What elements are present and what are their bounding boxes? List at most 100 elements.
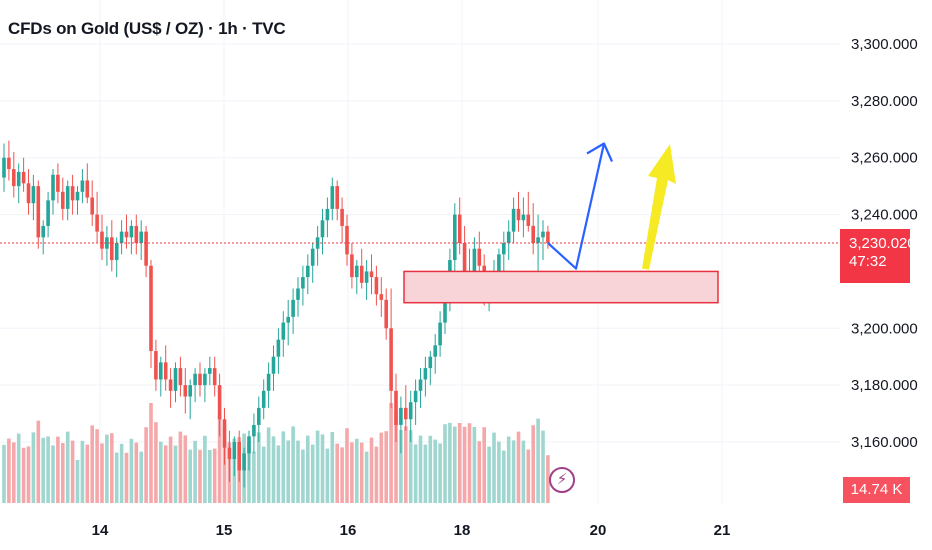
time-tick-label: 20 [590,522,607,539]
candle-body [306,265,310,278]
candle-body [477,248,482,266]
yellow-arrow-shape [642,144,676,270]
candle-body [345,225,349,255]
yellow-projection-arrow[interactable] [642,144,676,270]
candle-body [296,288,300,300]
candle-body [355,265,359,278]
volume-bar [296,440,300,503]
volume-bar [266,427,271,503]
candle-body [526,214,531,226]
bar-countdown: 47:32 [849,253,887,270]
time-tick-label: 14 [92,522,109,539]
volume-bar [252,451,256,503]
volume-bar [492,432,496,503]
volume-bar [497,441,501,503]
volume-bar [124,452,129,503]
candle-body [261,390,266,408]
volume-bar [46,436,50,503]
candle-body [364,271,369,283]
candle-body [291,299,295,317]
candle-body [320,220,325,238]
candle-body [257,407,261,425]
volume-bar [379,432,384,503]
volume-bar [364,451,369,503]
volume-bar [546,455,550,503]
volume-bar [208,450,212,503]
candle-body [144,231,148,266]
volume-bar [12,442,16,503]
candle-body [56,174,60,192]
volume-bar [345,428,349,503]
volume-bar [389,403,393,503]
volume-bar [369,437,374,503]
candle-body [90,197,94,215]
volume-bar [472,427,477,503]
price-tick-label: 3,180.000 [851,377,918,394]
last-price-label: 3,230.020 47:32 [840,229,916,283]
price-tick-label: 3,160.000 [851,434,918,451]
candle-body [188,385,192,397]
candle-body [36,186,41,238]
volume-bar [217,413,222,503]
volume-bar [159,441,163,503]
time-tick-label: 21 [714,522,731,539]
volume-bar [21,447,26,503]
candle-body [340,208,344,226]
volume-bar [315,430,320,503]
blue-arrow-path [547,143,606,270]
candle-body [80,180,85,192]
candle-body [399,407,403,425]
candle-body [443,294,447,323]
volume-bar [212,448,217,503]
candle-body [350,254,354,278]
volume-bar [183,435,188,503]
volume-bar [286,440,290,503]
volume-bar [188,449,192,503]
candle-body [222,419,227,448]
volume-bar [482,427,486,503]
candle-body [359,265,364,283]
candle-body [85,180,90,198]
blue-projection-arrow[interactable] [547,142,614,270]
volume-bar [75,460,80,503]
volume-bar [359,442,364,503]
volume-bar [487,446,491,503]
candle-body [453,214,457,261]
volume-bar [129,438,134,503]
candle-body [217,385,222,420]
price-tick-label: 3,260.000 [851,150,918,167]
candle-body [335,186,339,209]
candle-body [70,186,75,201]
price-axis[interactable]: 3,300.000 3,280.000 3,260.000 3,240.000 3,20… [851,36,918,451]
volume-bar [80,440,85,503]
volume-bar [502,450,506,503]
candle-body [51,174,55,201]
candle-body [418,379,423,391]
candle-body [413,390,418,403]
volume-bar [335,443,339,503]
lightning-icon[interactable]: ⚡ [549,467,575,493]
volume-bar [448,422,452,503]
volume-bar [168,436,173,503]
volume-bar [247,442,251,503]
volume-bar [178,431,183,503]
volume-bar [31,432,36,503]
volume-bar [198,449,202,503]
volume-bars [2,403,550,503]
candle-body [242,453,246,471]
candle-body [193,373,197,386]
candle-body [203,373,207,386]
volume-bar [330,432,335,503]
support-zone[interactable] [403,270,719,304]
time-axis[interactable]: 14 15 16 18 20 21 [92,522,731,539]
candle-body [438,322,442,346]
candle-body [433,345,437,357]
volume-bar [355,438,359,503]
candle-body [511,208,516,232]
volume-bar [438,443,442,503]
volume-bar [325,448,330,503]
volume-bar [526,449,531,503]
volume-bar [173,445,178,503]
volume-bar [203,435,207,503]
